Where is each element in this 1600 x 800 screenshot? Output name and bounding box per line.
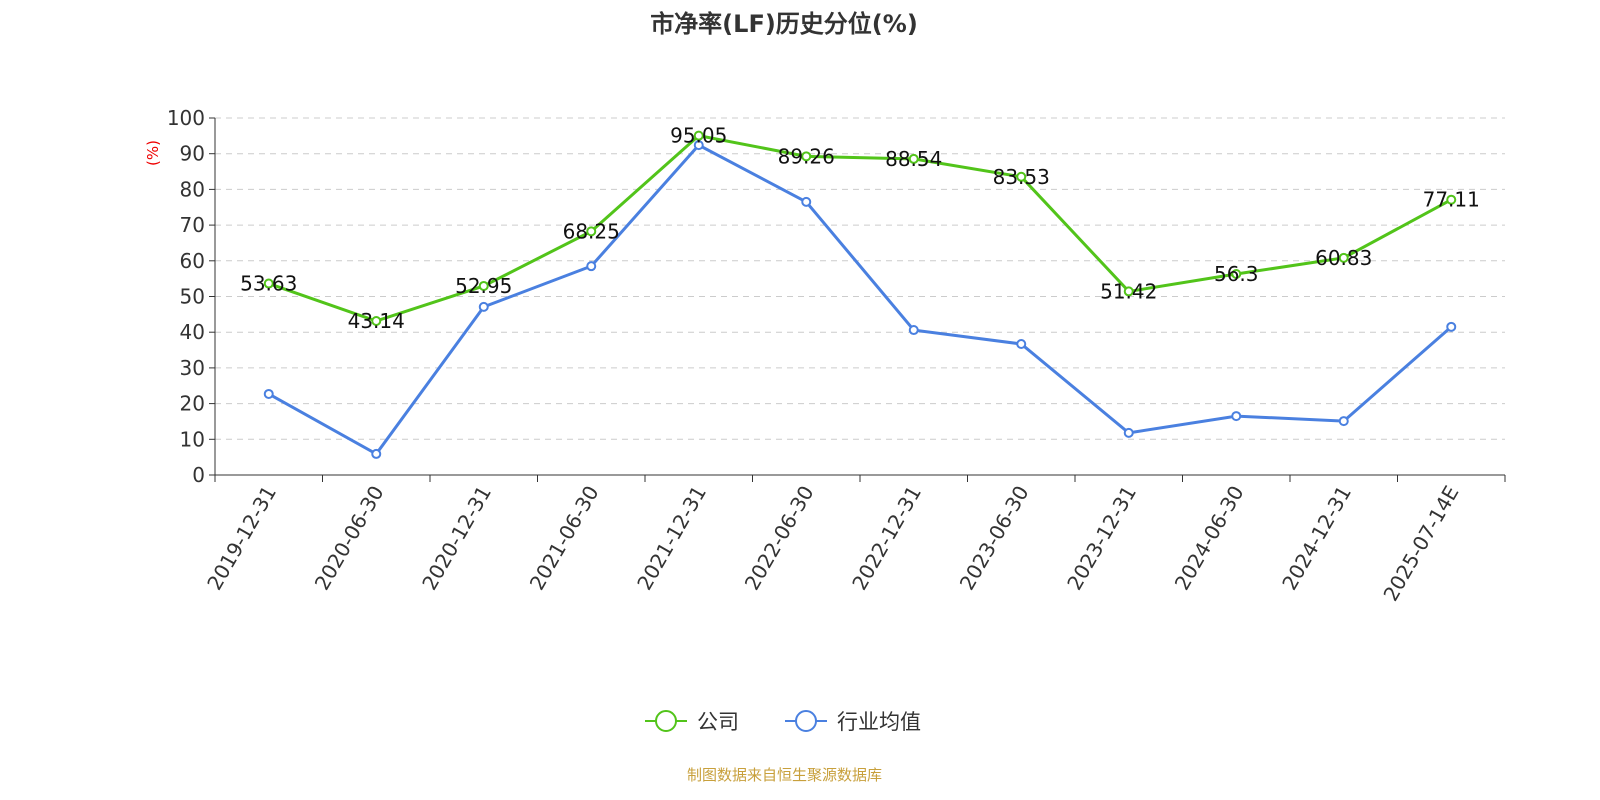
x-tick-label: 2021-12-31 xyxy=(632,482,711,595)
data-label: 52.95 xyxy=(455,274,512,298)
data-label: 43.14 xyxy=(348,309,405,333)
data-point xyxy=(693,140,704,151)
legend-marker xyxy=(795,710,817,732)
x-tick-label: 2022-06-30 xyxy=(740,482,819,595)
y-tick-label: 10 xyxy=(180,427,205,451)
y-tick-label: 60 xyxy=(180,249,205,273)
x-tick-label: 2019-12-31 xyxy=(202,482,281,595)
data-point xyxy=(1016,338,1027,349)
source-footer: 制图数据来自恒生聚源数据库 xyxy=(686,766,882,784)
x-tick-label: 2024-06-30 xyxy=(1170,482,1249,595)
data-point xyxy=(693,130,704,141)
data-label: 83.53 xyxy=(993,165,1050,189)
data-label: 95.05 xyxy=(670,124,727,148)
data-point xyxy=(1338,252,1349,263)
x-tick-label: 2021-06-30 xyxy=(525,482,604,595)
data-point xyxy=(1338,416,1349,427)
data-point xyxy=(478,301,489,312)
legend-marker xyxy=(655,710,677,732)
legend-label: 行业均值 xyxy=(837,710,921,734)
y-tick-label: 100 xyxy=(167,106,205,130)
data-point xyxy=(371,315,382,326)
x-tick-label: 2025-07-14E xyxy=(1378,482,1463,606)
legend-label: 公司 xyxy=(697,710,739,734)
series-line xyxy=(268,143,1453,456)
y-tick-label: 0 xyxy=(192,463,205,487)
data-point xyxy=(586,261,597,272)
x-tick-label: 2023-12-31 xyxy=(1062,482,1141,595)
y-tick-label: 30 xyxy=(180,356,205,380)
data-point xyxy=(478,280,489,291)
series-line xyxy=(268,134,1452,323)
data-point xyxy=(1446,321,1457,332)
chart-title: 市净率(LF)历史分位(%) xyxy=(650,10,918,38)
x-tick-label: 2020-12-31 xyxy=(417,482,496,595)
x-tick-label: 2020-06-30 xyxy=(310,482,389,595)
data-point xyxy=(908,153,919,164)
x-tick-label: 2023-06-30 xyxy=(955,482,1034,595)
y-tick-label: 90 xyxy=(180,142,205,166)
data-label: 51.42 xyxy=(1100,279,1157,303)
data-label: 60.83 xyxy=(1315,246,1372,270)
y-tick-label: 20 xyxy=(180,392,205,416)
data-point xyxy=(1231,269,1242,280)
data-label: 68.25 xyxy=(563,219,620,243)
data-label: 77.11 xyxy=(1423,188,1480,212)
data-point xyxy=(1123,286,1134,297)
data-point xyxy=(371,448,382,459)
y-tick-label: 40 xyxy=(180,320,205,344)
y-tick-label: 70 xyxy=(180,213,205,237)
data-point xyxy=(1446,194,1457,205)
data-label: 89.26 xyxy=(778,144,835,168)
x-tick-label: 2024-12-31 xyxy=(1277,482,1356,595)
data-point xyxy=(1123,427,1134,438)
x-tick-label: 2022-12-31 xyxy=(847,482,926,595)
data-label: 53.63 xyxy=(240,272,297,296)
data-point xyxy=(801,196,812,207)
y-tick-label: 80 xyxy=(180,177,205,201)
data-point xyxy=(908,325,919,336)
data-point xyxy=(586,226,597,237)
y-tick-label: 50 xyxy=(180,285,205,309)
data-label: 56.3 xyxy=(1214,262,1259,286)
data-point xyxy=(263,278,274,289)
data-point xyxy=(263,388,274,399)
data-point xyxy=(801,151,812,162)
data-point xyxy=(1016,171,1027,182)
y-axis-label: (%) xyxy=(144,140,162,166)
data-label: 88.54 xyxy=(885,147,942,171)
data-point xyxy=(1231,411,1242,422)
